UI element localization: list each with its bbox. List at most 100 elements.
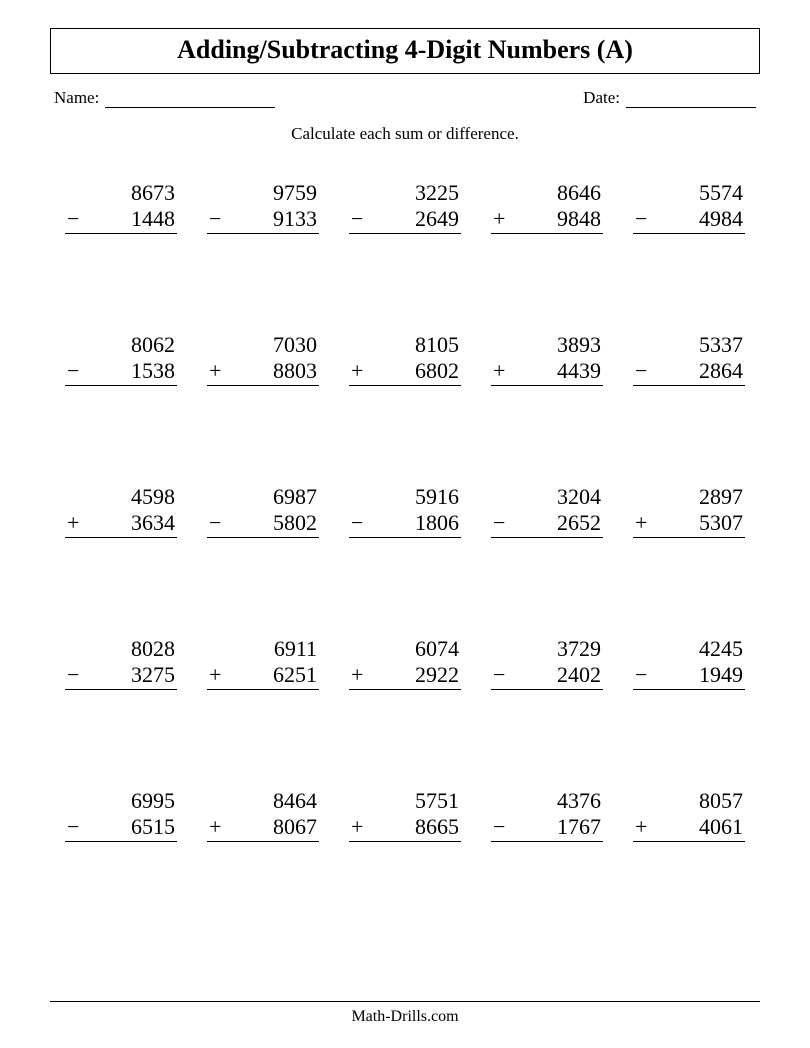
top-operand: 2897	[633, 484, 745, 510]
top-operand: 8062	[65, 332, 177, 358]
operator-sign: −	[207, 206, 227, 232]
operator-sign: −	[65, 662, 85, 688]
bottom-operand: 3634	[131, 510, 177, 536]
top-operand: 4376	[491, 788, 603, 814]
top-operand: 6995	[65, 788, 177, 814]
operator-row: +6802	[349, 358, 461, 386]
top-operand: 5751	[349, 788, 461, 814]
meta-row: Name: Date:	[54, 88, 756, 108]
operator-row: +9848	[491, 206, 603, 234]
math-problem: 6911+6251	[207, 636, 319, 690]
top-operand: 6911	[207, 636, 319, 662]
operator-sign: −	[633, 206, 653, 232]
bottom-operand: 4439	[557, 358, 603, 384]
top-operand: 8646	[491, 180, 603, 206]
operator-sign: +	[207, 662, 227, 688]
top-operand: 6987	[207, 484, 319, 510]
operator-row: +4061	[633, 814, 745, 842]
footer-rule	[50, 1001, 760, 1002]
math-problem: 3204−2652	[491, 484, 603, 538]
top-operand: 3225	[349, 180, 461, 206]
math-problem: 6987−5802	[207, 484, 319, 538]
operator-sign: −	[65, 206, 85, 232]
bottom-operand: 9848	[557, 206, 603, 232]
bottom-operand: 1448	[131, 206, 177, 232]
math-problem: 5916−1806	[349, 484, 461, 538]
operator-sign: −	[633, 358, 653, 384]
bottom-operand: 6515	[131, 814, 177, 840]
bottom-operand: 2922	[415, 662, 461, 688]
operator-sign: +	[207, 814, 227, 840]
top-operand: 5916	[349, 484, 461, 510]
operator-sign: −	[349, 206, 369, 232]
operator-sign: −	[65, 358, 85, 384]
top-operand: 3729	[491, 636, 603, 662]
bottom-operand: 2652	[557, 510, 603, 536]
name-label: Name:	[54, 88, 99, 108]
math-problem: 3225− 2649	[349, 180, 461, 234]
bottom-operand: 1949	[699, 662, 745, 688]
operator-row: +8665	[349, 814, 461, 842]
bottom-operand: 1806	[415, 510, 461, 536]
bottom-operand: 8067	[273, 814, 319, 840]
math-problem: 9759− 9133	[207, 180, 319, 234]
math-problem: 4376−1767	[491, 788, 603, 842]
operator-sign: −	[65, 814, 85, 840]
operator-sign: +	[349, 662, 369, 688]
top-operand: 9759	[207, 180, 319, 206]
operator-row: − 3275	[65, 662, 177, 690]
operator-row: +3634	[65, 510, 177, 538]
top-operand: 8057	[633, 788, 745, 814]
bottom-operand: 2864	[699, 358, 745, 384]
top-operand: 5574	[633, 180, 745, 206]
operator-sign: −	[491, 662, 511, 688]
operator-row: − 2649	[349, 206, 461, 234]
operator-row: −1806	[349, 510, 461, 538]
math-problem: 5337−2864	[633, 332, 745, 386]
operator-sign: +	[349, 814, 369, 840]
name-field: Name:	[54, 88, 275, 108]
math-problem: 4245− 1949	[633, 636, 745, 690]
top-operand: 6074	[349, 636, 461, 662]
bottom-operand: 1538	[131, 358, 177, 384]
math-problem: 4598+3634	[65, 484, 177, 538]
bottom-operand: 4984	[699, 206, 745, 232]
operator-row: +8803	[207, 358, 319, 386]
operator-sign: −	[633, 662, 653, 688]
top-operand: 4245	[633, 636, 745, 662]
operator-sign: −	[491, 814, 511, 840]
operator-sign: +	[633, 814, 653, 840]
operator-sign: +	[633, 510, 653, 536]
operator-sign: +	[207, 358, 227, 384]
date-blank-line	[626, 91, 756, 108]
math-problem: 2897+5307	[633, 484, 745, 538]
bottom-operand: 2649	[415, 206, 461, 232]
operator-sign: +	[349, 358, 369, 384]
operator-row: +8067	[207, 814, 319, 842]
instruction-text: Calculate each sum or difference.	[44, 124, 766, 144]
date-label: Date:	[583, 88, 620, 108]
bottom-operand: 5307	[699, 510, 745, 536]
worksheet-page: Adding/Subtracting 4-Digit Numbers (A) N…	[0, 0, 810, 1048]
bottom-operand: 3275	[131, 662, 177, 688]
operator-row: − 1448	[65, 206, 177, 234]
bottom-operand: 9133	[273, 206, 319, 232]
operator-row: −1767	[491, 814, 603, 842]
math-problem: 8464+8067	[207, 788, 319, 842]
math-problem: 6995− 6515	[65, 788, 177, 842]
operator-row: +5307	[633, 510, 745, 538]
operator-row: −5802	[207, 510, 319, 538]
math-problem: 7030+8803	[207, 332, 319, 386]
math-problem: 5751+8665	[349, 788, 461, 842]
math-problem: 3729− 2402	[491, 636, 603, 690]
bottom-operand: 2402	[557, 662, 603, 688]
bottom-operand: 8803	[273, 358, 319, 384]
operator-row: − 2402	[491, 662, 603, 690]
operator-row: − 1538	[65, 358, 177, 386]
math-problem: 8028− 3275	[65, 636, 177, 690]
operator-row: − 1949	[633, 662, 745, 690]
name-blank-line	[105, 91, 275, 108]
top-operand: 8028	[65, 636, 177, 662]
operator-sign: −	[491, 510, 511, 536]
math-problem: 5574− 4984	[633, 180, 745, 234]
